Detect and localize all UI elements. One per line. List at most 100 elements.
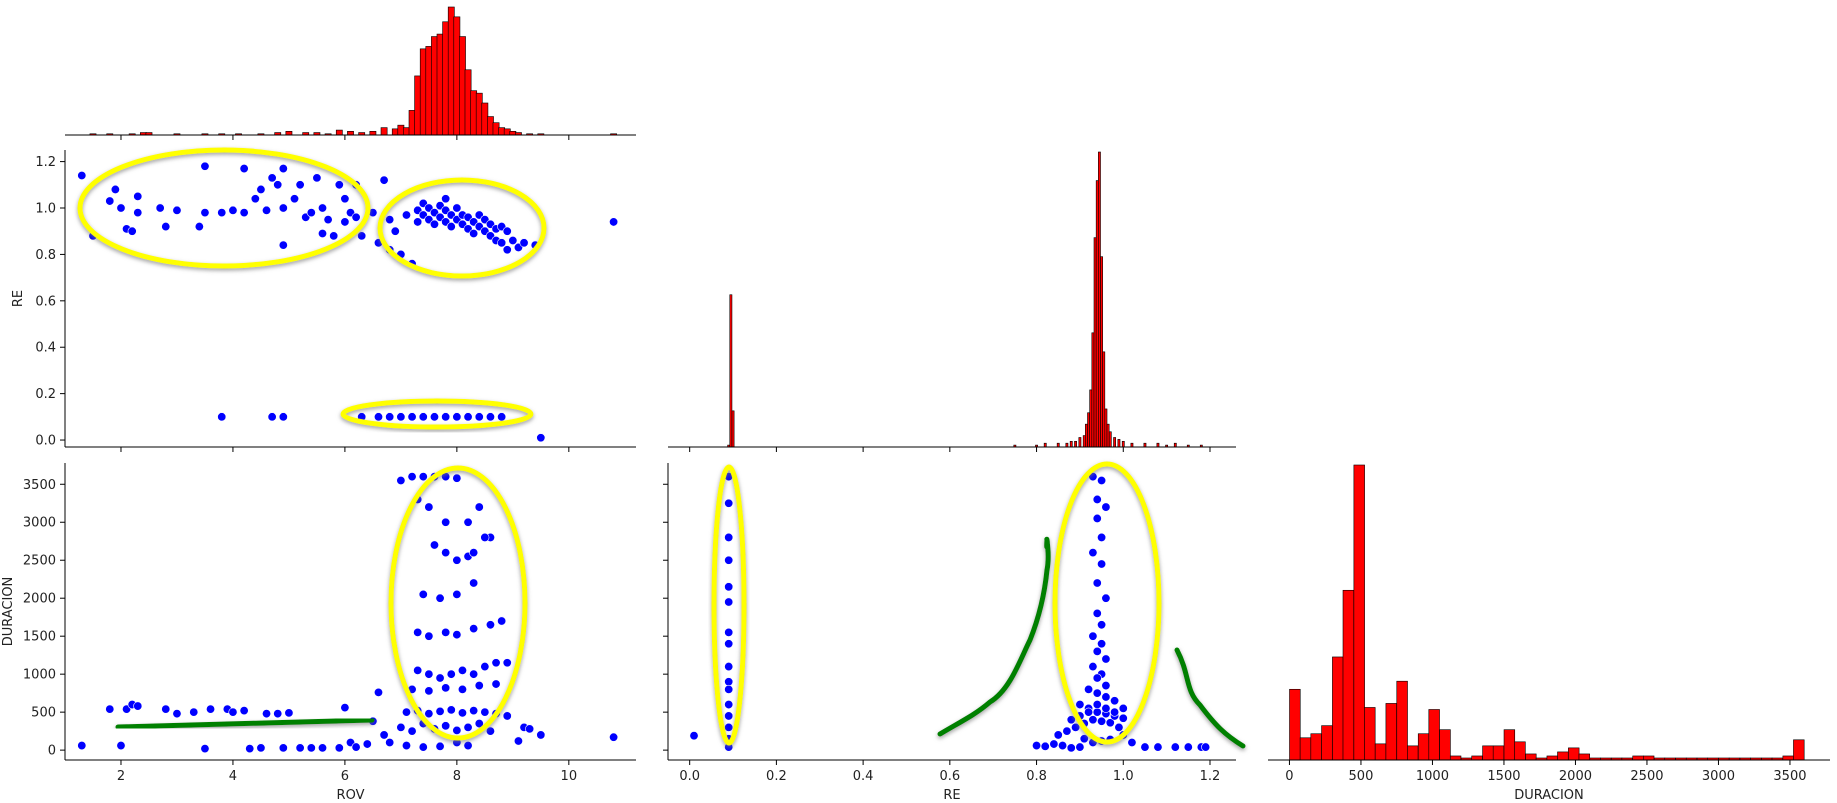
scatter-point-rov-duracion	[469, 706, 479, 716]
scatter-point-rov-duracion	[116, 741, 126, 751]
hist-duracion-bar	[1332, 656, 1344, 761]
scatter-point-rov-re	[334, 180, 344, 190]
scatter-point-rov-duracion	[413, 665, 423, 675]
duracion-x-axis-tick-label: 0	[1285, 769, 1293, 784]
scatter-point-rov-duracion	[245, 744, 255, 754]
hist-re-bar	[729, 294, 733, 448]
hist-rov-bar	[414, 75, 422, 136]
hist-re-bar	[1043, 442, 1047, 448]
scatter-point-re-duracion	[1062, 726, 1072, 736]
scatter-point-rov-duracion	[491, 658, 501, 668]
duracion-y-axis-tick-label: 3000	[23, 516, 56, 531]
scatter-point-rov-duracion	[273, 709, 283, 719]
scatter-point-rov-re	[385, 215, 395, 225]
duracion-y-axis-tick-label: 500	[31, 706, 56, 721]
scatter-point-rov-duracion	[424, 709, 434, 719]
scatter-point-re-duracion	[1101, 681, 1111, 691]
scatter-point-rov-duracion	[513, 736, 523, 746]
scatter-point-rov-re	[396, 412, 406, 422]
scatter-point-rov-re	[379, 175, 389, 185]
scatter-point-rov-duracion	[239, 706, 249, 716]
x-axis-title-duracion: DURACION	[1514, 788, 1584, 803]
scatter-point-rov-re	[267, 412, 277, 422]
scatter-point-rov-duracion	[172, 709, 182, 719]
scatter-point-rov-duracion	[362, 739, 372, 749]
rov-x-axis-tick-label: 10	[561, 769, 578, 784]
hist-duracion-bar	[1417, 733, 1430, 761]
scatter-point-rov-re	[250, 194, 260, 204]
scatter-point-rov-re	[318, 229, 328, 239]
hist-duracion-bar	[1385, 703, 1397, 761]
scatter-point-rov-duracion	[463, 722, 473, 732]
scatter-point-rov-re	[441, 412, 451, 422]
hist-duracion-bar	[1374, 743, 1387, 761]
scatter-point-re-duracion	[1140, 742, 1150, 752]
scatter-point-re-duracion	[1071, 722, 1081, 732]
scatter-point-rov-duracion	[161, 704, 171, 714]
hist-re-bar	[1069, 440, 1073, 448]
scatter-point-rov-duracion	[469, 548, 479, 558]
scatter-point-rov-duracion	[424, 502, 434, 512]
scatter-point-re-duracion	[1084, 707, 1094, 717]
duracion-x-axis-tick-label: 3000	[1702, 769, 1735, 784]
histogram-layer	[89, 6, 1805, 761]
scatter-point-re-duracion	[1088, 662, 1098, 672]
hist-duracion-bar	[1492, 745, 1505, 761]
scatter-layer	[77, 161, 1211, 754]
hist-rov-bar	[481, 102, 489, 136]
scatter-point-rov-duracion	[262, 709, 272, 719]
scatter-point-rov-re	[536, 433, 546, 443]
scatter-point-re-duracion	[1101, 502, 1111, 512]
scatter-point-re-duracion	[1092, 494, 1102, 504]
scatter-point-rov-duracion	[502, 711, 512, 721]
scatter-point-rov-duracion	[379, 730, 389, 740]
scatter-point-rov-re	[239, 164, 249, 174]
scatter-point-rov-duracion	[133, 701, 143, 711]
scatter-point-rov-re	[340, 194, 350, 204]
scatter-point-rov-duracion	[77, 741, 87, 751]
scatter-point-rov-duracion	[418, 742, 428, 752]
scatter-point-rov-duracion	[105, 704, 115, 714]
hist-re-bar	[1156, 442, 1160, 448]
scatter-point-rov-duracion	[340, 703, 350, 713]
hist-re-bar	[1104, 408, 1108, 448]
scatter-point-re-duracion	[1040, 741, 1050, 751]
scatter-point-rov-duracion	[463, 517, 473, 527]
hist-rov-bar	[492, 122, 500, 136]
scatter-point-rov-duracion	[457, 708, 467, 718]
scatter-point-re-duracion	[1092, 673, 1102, 683]
scatter-point-rov-duracion	[457, 665, 467, 675]
hist-duracion-bar	[1503, 729, 1516, 761]
hist-duracion-bar	[1632, 755, 1644, 761]
scatter-point-rov-re	[401, 210, 411, 220]
rov-x-axis-tick-label: 4	[229, 769, 237, 784]
hist-re-bar	[1082, 435, 1086, 448]
duracion-y-axis-tick-label: 2000	[23, 592, 56, 607]
scatter-point-rov-duracion	[435, 741, 445, 751]
hist-re-bar	[1113, 437, 1116, 448]
scatter-point-rov-duracion	[401, 741, 411, 751]
scatter-point-re-duracion	[1110, 707, 1120, 717]
scatter-point-rov-re	[273, 180, 283, 190]
highlight-ellipse-cluster-high-re	[377, 177, 547, 279]
hist-duracion-bar	[1578, 753, 1590, 761]
duracion-y-axis-tick-label: 1500	[23, 630, 56, 645]
scatter-point-rov-duracion	[469, 578, 479, 588]
scatter-point-rov-re	[390, 226, 400, 236]
hist-re-bar	[1100, 256, 1103, 448]
re-y-axis-tick-label: 0.4	[35, 341, 56, 356]
scatter-point-re-duracion	[1097, 475, 1107, 485]
highlight-ellipse-low-re	[340, 398, 534, 430]
hist-rov-bar	[470, 90, 478, 136]
hist-re-bar	[1173, 442, 1177, 448]
scatter-point-rov-duracion	[385, 738, 395, 748]
scatter-point-rov-re	[217, 208, 227, 218]
hist-duracion-bar	[1482, 745, 1494, 761]
duracion-y-axis-tick-label: 1000	[23, 668, 56, 683]
scatter-point-rov-re	[200, 208, 210, 218]
hist-rov-bar	[408, 110, 416, 136]
hist-rov-bar	[419, 48, 427, 136]
re-x-axis-tick-label: 0.2	[766, 769, 787, 784]
scatter-point-re-duracion	[1049, 739, 1059, 749]
